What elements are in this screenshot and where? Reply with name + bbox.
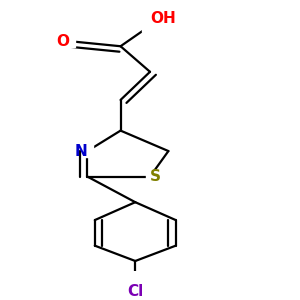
Text: O: O <box>56 34 69 49</box>
Bar <box>146 171 156 182</box>
Bar <box>142 20 161 32</box>
Bar <box>65 35 75 47</box>
Text: OH: OH <box>150 11 176 26</box>
Text: Cl: Cl <box>127 284 143 299</box>
Text: N: N <box>75 144 87 159</box>
Bar <box>83 145 93 157</box>
Text: S: S <box>150 169 161 184</box>
Bar <box>127 278 143 290</box>
